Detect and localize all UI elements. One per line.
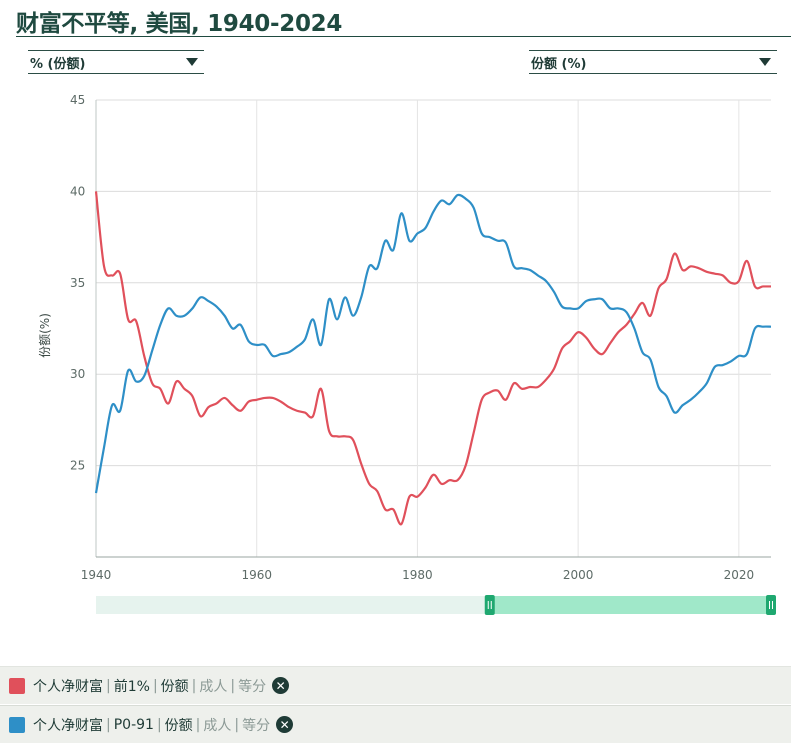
chart-title: 财富不平等, 美国, 1940-2024 [16, 11, 343, 37]
legend-separator: | [106, 716, 111, 733]
x-tick-label: 2000 [563, 568, 594, 582]
x-tick-label: 1980 [402, 568, 433, 582]
y-tick-label: 40 [70, 184, 85, 198]
x-tick-label: 1940 [81, 568, 112, 582]
close-icon[interactable]: ✕ [276, 716, 294, 733]
legend-swatch [9, 716, 25, 733]
legend-label-part: 前1% [113, 678, 150, 695]
legend-separator: | [234, 716, 240, 733]
legend-label-part: 成人 [203, 717, 232, 734]
legend-label-part: P0-91 [113, 716, 154, 733]
legend-label-part: 份额 [164, 717, 193, 734]
y-axis-label: 份额(%) [38, 313, 52, 358]
x-tick-label: 1960 [241, 568, 272, 582]
x-tick-label: 2020 [724, 568, 755, 582]
unit-dropdown-label: % (份额) [30, 56, 86, 72]
legend-separator: | [106, 677, 111, 694]
range-slider-handle-end[interactable] [766, 595, 776, 615]
series-line-top1 [94, 191, 771, 526]
legend-label-part: 份额 [160, 678, 189, 695]
y-tick-label: 25 [70, 459, 85, 473]
legend-label-part: 成人 [199, 678, 228, 695]
legend-separator: | [191, 677, 197, 694]
legend-label-part: 个人净财富 [33, 717, 103, 734]
legend-swatch [9, 677, 25, 694]
caret-down-icon [759, 58, 771, 66]
legend-separator: | [195, 716, 201, 733]
legend-label-part: 等分 [242, 717, 271, 734]
indicator-dropdown[interactable]: 份额 (%) [529, 50, 777, 74]
close-icon[interactable]: ✕ [272, 677, 290, 694]
line-chart: 25 30 35 40 45 1940 1960 1980 2000 2020 份额(%) [38, 93, 776, 615]
legend-separator: | [230, 677, 236, 694]
indicator-dropdown-label: 份额 (%) [531, 56, 587, 72]
y-tick-label: 35 [70, 276, 85, 290]
range-slider-selection[interactable] [489, 596, 771, 614]
legend-item-p0-91[interactable]: 个人净财富 | P0-91 | 份额 | 成人 | 等分 ✕ [0, 705, 791, 743]
series-line-p0-91 [94, 193, 772, 494]
caret-down-icon [186, 58, 198, 66]
legend-separator: | [152, 677, 158, 694]
legend-label-part: 个人净财富 [33, 678, 103, 695]
unit-dropdown[interactable]: % (份额) [28, 50, 204, 74]
range-slider-handle-start[interactable] [484, 595, 495, 615]
y-tick-label: 45 [70, 93, 85, 107]
title-divider [16, 36, 791, 37]
legend-item-top1[interactable]: 个人净财富 | 前1% | 份额 | 成人 | 等分 ✕ [0, 666, 791, 704]
y-tick-label: 30 [70, 367, 85, 381]
legend-label-part: 等分 [238, 678, 267, 695]
legend-separator: | [156, 716, 162, 733]
